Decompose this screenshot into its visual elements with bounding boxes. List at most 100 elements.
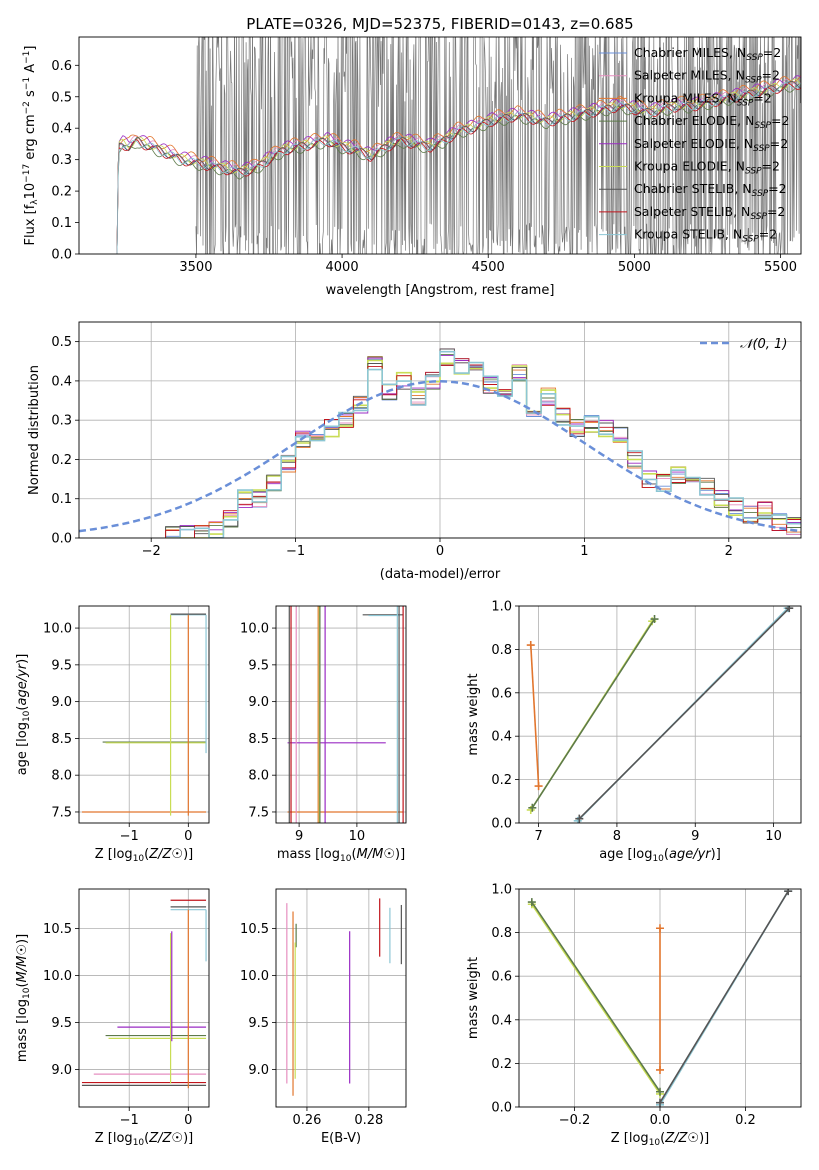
residuals-ytick-label: 0.2: [51, 453, 72, 468]
z-weight-ytick-label: 0.2: [491, 1057, 512, 1072]
spectrum-title: PLATE=0326, MJD=52375, FIBERID=0143, z=0…: [246, 15, 633, 33]
z-age-xlabel: Z [log10(Z/Z☉)]: [95, 847, 193, 864]
weight-line-chabrier-stelib: [659, 890, 789, 1104]
mass-age-frame: [275, 605, 407, 824]
spectrum-ytick-label: 0.1: [51, 216, 72, 231]
z-weight-plot-area: [519, 889, 801, 1107]
weight-line-kroupa-miles: [530, 645, 540, 787]
mass-age-xlabel: mass [log10(M/M☉)]: [277, 847, 405, 864]
mass-age-plot-area: [276, 606, 406, 823]
mass-age-axes: 9 10 7.5 8.0 8.5 9.0 9.5 10.0 mass [log10(M/M☉)]: [240, 605, 407, 864]
z-weight-ytick-label: 0.6: [491, 970, 512, 985]
spectrum-xtick-label: 3500: [179, 260, 212, 275]
z-age-ytick-label: 9.0: [51, 695, 72, 710]
age-weight-ytick-label: 0.4: [491, 730, 512, 745]
z-age-ylabel: age [log10(age/yr)]: [15, 654, 32, 776]
mass-age-xtick-label: 10: [349, 829, 366, 844]
spectrum-ytick-label: 0.0: [51, 248, 72, 263]
spectrum-ytick-label: 0.5: [51, 90, 72, 105]
age-weight-ytick-label: 0.8: [491, 643, 512, 658]
z-weight-xtick-label: 0.2: [735, 1113, 756, 1128]
model-spectrum-chabrier-stelib: [116, 80, 801, 254]
ebv-mass-xtick-label: 0.28: [354, 1113, 383, 1128]
z-age-ytick-label: 7.5: [51, 805, 72, 820]
z-weight-ytick-label: 0.4: [491, 1013, 512, 1028]
residuals-xtick-label: 2: [725, 544, 733, 559]
age-weight-axes: 7 8 9 10 0.0 0.2 0.4 0.6 0.8 1.0 age [log10(age/yr…: [466, 600, 802, 864]
z-mass-xtick-label: 0: [184, 1113, 192, 1128]
weight-point-chabrier-elodie: [656, 1087, 664, 1096]
model-spectrum-chabrier-elodie: [116, 83, 801, 254]
spectrum-ytick-label: 0.2: [51, 185, 72, 200]
age-weight-ylabel: mass weight: [466, 673, 481, 755]
weight-line-chabrier-stelib: [578, 607, 790, 820]
z-mass-axes: −1 0 9.0 9.5 10.0 10.5 Z [log10(Z/Z☉)] mass [lo…: [15, 888, 210, 1148]
spectrum-legend: Chabrier MILES, NSSP=2 Salpeter MILES, NS…: [599, 45, 789, 245]
spectrum-ytick-label: 0.3: [51, 153, 72, 168]
age-weight-ytick-label: 0.0: [491, 817, 512, 832]
z-mass-xtick-label: −1: [120, 1113, 139, 1128]
ebv-mass-ytick-label: 9.0: [248, 1063, 269, 1078]
weight-line-chabrier-elodie: [531, 618, 656, 809]
z-age-xtick-label: 0: [184, 829, 192, 844]
z-age-plot-area: [79, 606, 209, 823]
gaussian-curve: [79, 380, 801, 533]
spectrum-plot-area: [116, 37, 801, 254]
age-weight-ytick-label: 0.6: [491, 686, 512, 701]
residuals-xtick-label: −1: [286, 544, 305, 559]
residuals-axes: −2 −1 0 1 2 0.0 0.1 0.2 0.3 0.4 0.5 𝒩(0, 1) (data-mo…: [27, 321, 802, 582]
z-weight-ytick-label: 1.0: [491, 883, 512, 898]
legend-entry: Kroupa MILES, NSSP=2: [634, 90, 772, 108]
ebv-mass-plot-area: [276, 889, 406, 1107]
residuals-ytick-label: 0.0: [51, 532, 72, 547]
spectrum-xtick-label: 5000: [618, 260, 651, 275]
z-mass-ylabel: mass [log10(M/M☉)]: [15, 934, 32, 1062]
histogram-kroupa-stelib: [165, 350, 801, 538]
legend-entry: Kroupa ELODIE, NSSP=2: [634, 159, 780, 177]
z-weight-ylabel: mass weight: [466, 957, 481, 1039]
ebv-mass-ytick-label: 10.5: [240, 922, 269, 937]
z-age-ytick-label: 10.0: [43, 622, 72, 637]
spectrum-axes: 3500 4000 4500 5000 5500 0.0 0.1 0.2 0.3 0.4 0.5 0.…: [22, 36, 802, 298]
age-weight-ytick-label: 1.0: [491, 600, 512, 615]
ebv-mass-ytick-label: 9.5: [248, 1016, 269, 1031]
z-weight-xlabel: Z [log10(Z/Z☉)]: [611, 1131, 709, 1148]
residuals-xtick-label: 1: [580, 544, 588, 559]
weight-point-chabrier-stelib: [785, 606, 794, 613]
age-weight-xtick-label: 9: [691, 829, 699, 844]
weight-point-kroupa-miles: [656, 1065, 664, 1074]
legend-entry: Chabrier MILES, NSSP=2: [634, 45, 781, 63]
z-mass-ytick-label: 9.0: [51, 1063, 72, 1078]
model-spectrum-salpeter-stelib: [116, 83, 801, 254]
z-mass-xlabel: Z [log10(Z/Z☉)]: [95, 1131, 193, 1148]
z-weight-axes: −0.2 0.0 0.2 0.0 0.2 0.4 0.6 0.8 1.0 Z [log10(Z/Z…: [466, 883, 802, 1148]
spectrum-xtick-label: 4000: [326, 260, 359, 275]
gaussian-legend-label: 𝒩(0, 1): [740, 337, 787, 352]
weight-point-chabrier-stelib: [656, 1098, 664, 1107]
residuals-xlabel: (data-model)/error: [380, 567, 501, 582]
spectrum-ytick-label: 0.6: [51, 59, 72, 74]
ebv-mass-axes: 0.26 0.28 9.0 9.5 10.0 10.5 E(B-V): [240, 888, 407, 1146]
z-weight-ytick-label: 0.8: [491, 926, 512, 941]
weight-point-chabrier-elodie: [650, 615, 659, 624]
residuals-plot-area: [79, 322, 801, 538]
weight-point-chabrier-elodie: [528, 803, 537, 812]
weight-point-chabrier-elodie: [527, 898, 536, 907]
weight-point-kroupa-miles: [534, 782, 543, 791]
legend-entry: Chabrier ELODIE, NSSP=2: [634, 113, 789, 131]
weight-point-kroupa-miles: [656, 924, 664, 933]
age-weight-xtick-label: 10: [765, 829, 782, 844]
legend-entry: Salpeter STELIB, NSSP=2: [634, 204, 785, 222]
mass-age-ytick-label: 8.5: [248, 732, 269, 747]
weight-point-chabrier-stelib: [575, 814, 584, 823]
z-mass-ytick-label: 10.5: [43, 922, 72, 937]
mass-age-ytick-label: 9.0: [248, 695, 269, 710]
z-weight-ytick-label: 0.0: [491, 1101, 512, 1116]
mass-age-ytick-label: 8.0: [248, 769, 269, 784]
z-weight-xtick-label: 0.0: [650, 1113, 671, 1128]
residuals-ytick-label: 0.3: [51, 414, 72, 429]
z-age-ytick-label: 9.5: [51, 658, 72, 673]
mass-age-ytick-label: 7.5: [248, 805, 269, 820]
ebv-mass-xlabel: E(B-V): [321, 1131, 361, 1146]
